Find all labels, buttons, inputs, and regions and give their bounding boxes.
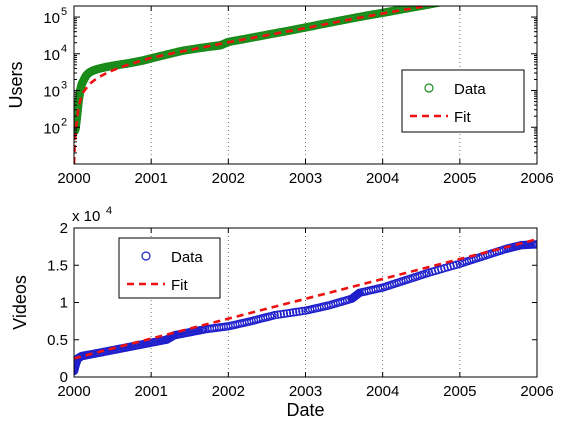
data-point xyxy=(298,306,307,316)
data-point xyxy=(442,0,449,5)
y-axis-label: Videos xyxy=(10,275,30,330)
x-tick-label: 2000 xyxy=(57,383,90,400)
y-multiplier-exponent: 4 xyxy=(106,205,112,217)
y-tick-exponent: 5 xyxy=(61,6,67,18)
data-point xyxy=(447,0,454,4)
data-point xyxy=(289,308,298,317)
data-point xyxy=(279,309,289,318)
x-tick-label: 2000 xyxy=(57,170,90,187)
data-point xyxy=(444,0,451,5)
data-point xyxy=(461,0,468,2)
y-tick-exponent: 3 xyxy=(61,80,67,92)
x-tick-label: 2003 xyxy=(289,170,322,187)
legend-label: Fit xyxy=(171,277,188,294)
data-point xyxy=(449,0,456,4)
data-point xyxy=(273,310,282,319)
plot-area xyxy=(74,237,537,376)
videos-panel: 2000 2001 2002 2003 2004 2005 2006 0 0.5 1 1.5 2x 1… xyxy=(10,205,554,420)
data-point xyxy=(423,6,432,9)
legend-box xyxy=(118,237,221,299)
legend-label: Data xyxy=(171,249,203,266)
data-point xyxy=(455,0,462,3)
x-tick-label: 2004 xyxy=(366,383,399,400)
legend: Data Fit xyxy=(401,69,525,133)
data-point xyxy=(532,240,537,249)
y-tick-label: 0 xyxy=(60,369,68,386)
legend: Data Fit xyxy=(118,237,221,299)
data-point xyxy=(450,0,457,4)
x-tick-label: 2005 xyxy=(443,383,476,400)
data-point xyxy=(445,0,452,4)
data-point xyxy=(458,0,465,2)
y-tick-exponent: 4 xyxy=(61,43,67,55)
y-multiplier: x 10 xyxy=(72,208,100,225)
y-tick-label: 10 xyxy=(43,10,60,27)
y-tick-label: 10 xyxy=(43,47,60,64)
data-point xyxy=(462,0,469,2)
data-point xyxy=(426,6,435,9)
data-point xyxy=(437,6,442,7)
plot-area xyxy=(74,0,477,164)
legend-box xyxy=(401,69,525,133)
y-tick-label: 1.5 xyxy=(47,257,68,274)
data-point xyxy=(431,6,439,8)
x-axis-label: Date xyxy=(286,400,324,420)
fit-line xyxy=(74,6,435,164)
data-point xyxy=(452,0,459,3)
data-point xyxy=(459,0,466,2)
legend-label: Fit xyxy=(454,109,471,126)
y-tick-label: 0.5 xyxy=(47,332,68,349)
data-point xyxy=(467,0,474,1)
data-point xyxy=(439,0,446,5)
data-point xyxy=(420,6,429,10)
data-point xyxy=(469,0,476,1)
data-point xyxy=(276,310,285,319)
x-tick-label: 2001 xyxy=(134,170,167,187)
y-tick-label: 1 xyxy=(60,295,68,312)
data-point xyxy=(406,6,415,12)
x-tick-label: 2002 xyxy=(212,383,245,400)
data-point xyxy=(439,6,443,7)
x-tick-label: 2006 xyxy=(520,383,553,400)
legend-data-swatch xyxy=(141,251,151,261)
data-point xyxy=(470,0,477,1)
fit-line xyxy=(74,237,537,360)
y-tick-label: 10 xyxy=(43,84,60,101)
x-tick-label: 2002 xyxy=(212,170,245,187)
data-point xyxy=(441,0,448,5)
y-axis-label: Users xyxy=(6,61,26,108)
x-tick-label: 2004 xyxy=(366,170,399,187)
x-tick-label: 2005 xyxy=(443,170,476,187)
legend-data-swatch xyxy=(424,83,434,93)
x-tick-label: 2001 xyxy=(134,383,167,400)
x-tick-label: 2003 xyxy=(289,383,322,400)
data-point xyxy=(292,307,301,317)
data-point xyxy=(295,307,304,316)
data-point xyxy=(435,6,441,7)
y-tick-exponent: 2 xyxy=(61,116,67,128)
data-point xyxy=(464,0,471,1)
legend-label: Data xyxy=(454,81,486,98)
x-tick-label: 2006 xyxy=(520,170,553,187)
y-tick-label: 10 xyxy=(43,120,60,137)
data-point xyxy=(456,0,463,3)
data-point xyxy=(285,308,295,318)
data-point xyxy=(270,311,279,320)
data-point xyxy=(453,0,460,3)
y-tick-label: 2 xyxy=(60,220,68,237)
data-point xyxy=(466,0,473,1)
data-point xyxy=(282,309,292,318)
